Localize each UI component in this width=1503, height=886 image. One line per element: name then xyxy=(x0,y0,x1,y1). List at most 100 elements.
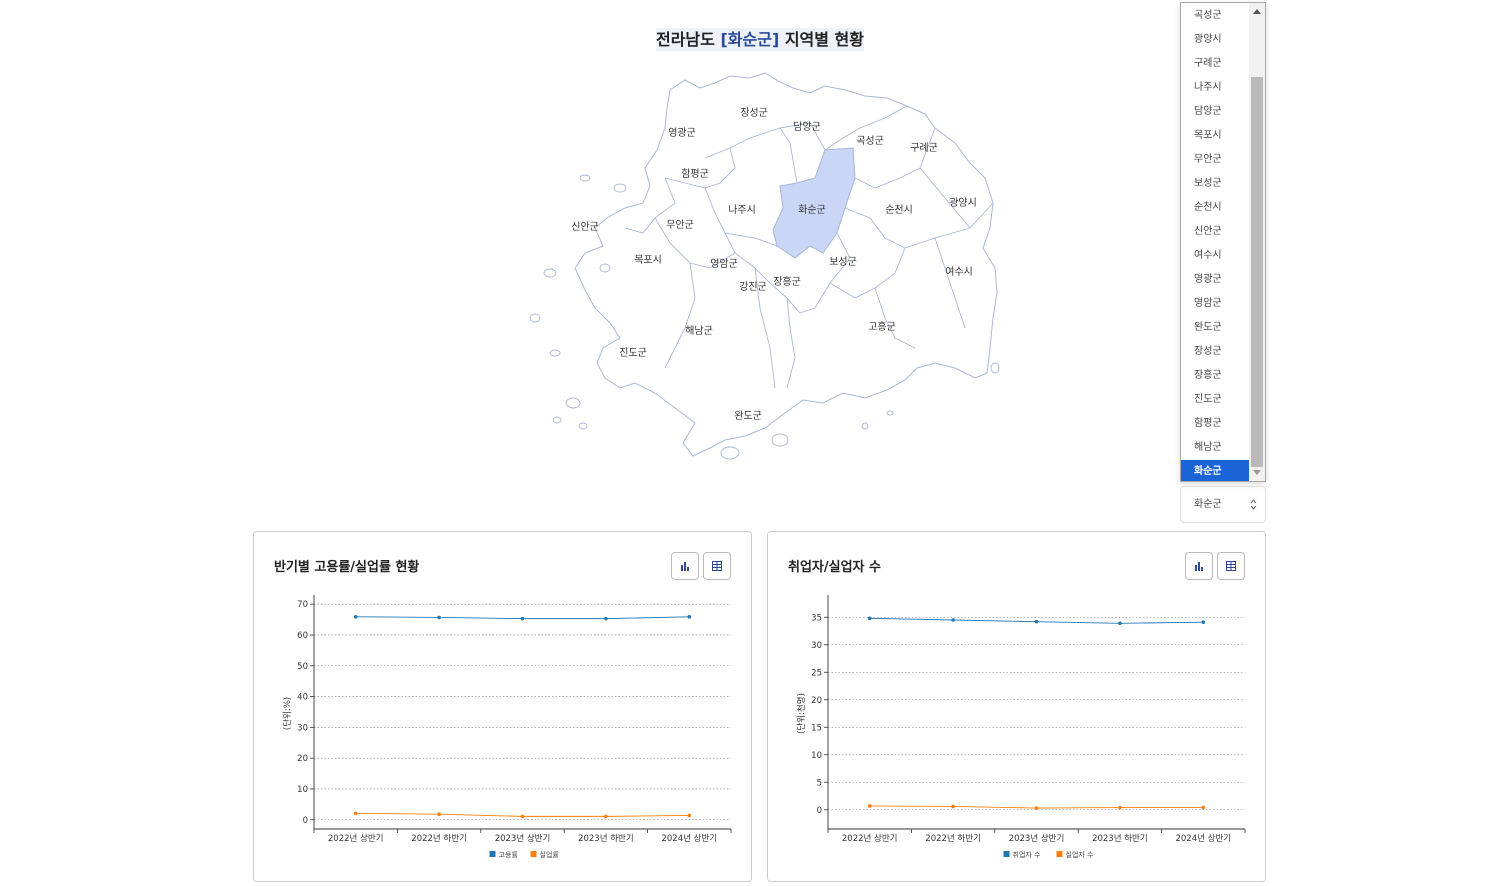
chart-view-button[interactable] xyxy=(671,552,699,580)
y-tick-label: 35 xyxy=(811,613,822,623)
y-tick-label: 70 xyxy=(297,600,308,610)
data-point[interactable] xyxy=(1034,806,1039,810)
dropdown-item[interactable]: 장성군 xyxy=(1194,346,1222,357)
dropdown-scrollbar[interactable] xyxy=(1249,3,1265,481)
map-label-20: 진도군 xyxy=(619,347,647,359)
y-axis-label: (단위:%) xyxy=(282,697,293,730)
y-tick-label: 0 xyxy=(303,816,308,826)
dropdown-item[interactable]: 여수시 xyxy=(1194,250,1222,261)
chart-view-button[interactable] xyxy=(1185,552,1213,580)
x-tick-label: 2024년 상반기 xyxy=(1175,833,1231,844)
dropdown-item[interactable]: 목포시 xyxy=(1194,130,1222,141)
dropdown-item[interactable]: 보성군 xyxy=(1194,178,1222,189)
x-tick-label: 2023년 하반기 xyxy=(578,833,634,844)
map-label-0: 영광군 xyxy=(668,127,696,139)
scrollbar-thumb[interactable] xyxy=(1251,77,1263,467)
data-point[interactable] xyxy=(687,813,692,818)
map-islands xyxy=(529,174,1000,460)
map-label-5: 함평군 xyxy=(681,168,709,180)
data-point[interactable] xyxy=(604,814,608,819)
employment-rate-card: 반기별 고용률/실업률 현황 0 10 20 30 40 50 60 70 2022년 상반기 2… xyxy=(253,531,752,882)
dropdown-item[interactable]: 화순군 xyxy=(1181,460,1249,481)
workers-count-card: 취업자/실업자 수 0 5 10 15 20 25 30 35 2022년 상반기 2022년 하… xyxy=(767,531,1266,882)
dropdown-item[interactable]: 함평군 xyxy=(1194,418,1222,429)
data-point[interactable] xyxy=(437,615,441,620)
map-region-hwasun[interactable] xyxy=(772,147,856,259)
legend-label: 실업자 수 xyxy=(1066,850,1095,859)
title-bracket-close: ] xyxy=(771,30,780,49)
map-label-2: 담양군 xyxy=(793,121,821,133)
dropdown-item[interactable]: 신안군 xyxy=(1194,226,1222,237)
data-point[interactable] xyxy=(353,614,358,619)
scroll-up-arrow-icon[interactable] xyxy=(1253,9,1261,14)
employment-rate-chart: 0 10 20 30 40 50 60 70 2022년 상반기 2022년 하반기 2023년 상… xyxy=(282,595,732,859)
dropdown-item[interactable]: 진도군 xyxy=(1194,394,1222,405)
region-select-value: 화순군 xyxy=(1194,499,1222,510)
dropdown-item[interactable]: 나주시 xyxy=(1194,82,1222,93)
dropdown-item[interactable]: 영광군 xyxy=(1194,274,1222,285)
data-point[interactable] xyxy=(520,616,525,621)
y-tick-label: 0 xyxy=(817,806,822,816)
y-tick-label: 10 xyxy=(811,751,822,761)
dropdown-item[interactable]: 순천시 xyxy=(1194,202,1222,213)
data-point[interactable] xyxy=(1118,621,1122,626)
workers-count-chart: 0 5 10 15 20 25 30 35 2022년 상반기 2022년 하반기 2023년 상반… xyxy=(796,595,1246,859)
table-view-button[interactable] xyxy=(703,552,731,580)
legend-swatch xyxy=(530,851,537,857)
data-point[interactable] xyxy=(951,618,955,622)
dropdown-item[interactable]: 영암군 xyxy=(1194,298,1222,309)
map-label-7: 화순군 xyxy=(798,204,826,216)
region-select[interactable]: 화순군 xyxy=(1180,486,1266,523)
dropdown-item[interactable]: 구례군 xyxy=(1194,58,1222,69)
map-label-14: 보성군 xyxy=(829,256,857,268)
select-updown-icon xyxy=(1250,487,1257,538)
legend-swatch xyxy=(1003,851,1010,857)
data-point[interactable] xyxy=(1034,619,1039,624)
dropdown-item[interactable]: 담양군 xyxy=(1194,106,1222,117)
dropdown-item[interactable]: 해남군 xyxy=(1194,442,1222,453)
title-bracket-open: [ xyxy=(720,30,728,49)
data-point[interactable] xyxy=(520,814,525,819)
map-borders xyxy=(624,105,994,389)
map-label-10: 신안군 xyxy=(571,221,599,233)
data-point[interactable] xyxy=(867,616,872,621)
region-map: 영광군 장성군 담양군 곡성군 구례군 함평군 나주시 화순군 순천시 광양시 신안군 무안군 목포시 영… xyxy=(525,68,1005,463)
map-label-11: 무안군 xyxy=(666,219,694,231)
workers-count-title: 취업자/실업자 수 xyxy=(788,560,881,575)
y-tick-label: 60 xyxy=(297,631,308,641)
legend-swatch xyxy=(1056,851,1063,857)
page-title: 전라남도 [화순군] 지역별 현황 xyxy=(0,26,1503,51)
x-tick-label: 2022년 하반기 xyxy=(411,833,467,844)
dropdown-item[interactable]: 무안군 xyxy=(1194,154,1222,165)
y-tick-label: 25 xyxy=(811,668,822,678)
legend-label: 고용률 xyxy=(499,851,519,859)
data-point[interactable] xyxy=(1201,620,1206,624)
scroll-down-arrow-icon[interactable] xyxy=(1253,470,1261,475)
data-point[interactable] xyxy=(951,804,955,809)
data-point[interactable] xyxy=(437,812,441,817)
table-view-button[interactable] xyxy=(1217,552,1245,580)
data-point[interactable] xyxy=(604,616,608,621)
map-label-18: 해남군 xyxy=(685,324,713,337)
data-point[interactable] xyxy=(1201,805,1206,810)
x-tick-label: 2022년 하반기 xyxy=(925,833,981,844)
map-label-17: 장흥군 xyxy=(773,275,801,288)
x-tick-label: 2022년 상반기 xyxy=(842,833,898,844)
dropdown-item[interactable]: 완도군 xyxy=(1194,322,1222,333)
dropdown-item[interactable]: 곡성군 xyxy=(1194,10,1222,21)
legend-swatch xyxy=(489,851,496,857)
data-point[interactable] xyxy=(1118,805,1122,810)
x-tick-label: 2022년 상반기 xyxy=(328,833,384,844)
legend-label: 실업률 xyxy=(540,850,560,859)
map-label-16: 강진군 xyxy=(739,281,767,293)
dropdown-item[interactable]: 장흥군 xyxy=(1194,370,1222,381)
bar-chart-icon xyxy=(681,562,689,571)
data-point[interactable] xyxy=(867,804,872,808)
data-point[interactable] xyxy=(353,811,358,816)
map-label-13: 영암군 xyxy=(710,258,738,270)
data-point[interactable] xyxy=(687,614,692,619)
dropdown-item[interactable]: 광양시 xyxy=(1194,34,1222,45)
